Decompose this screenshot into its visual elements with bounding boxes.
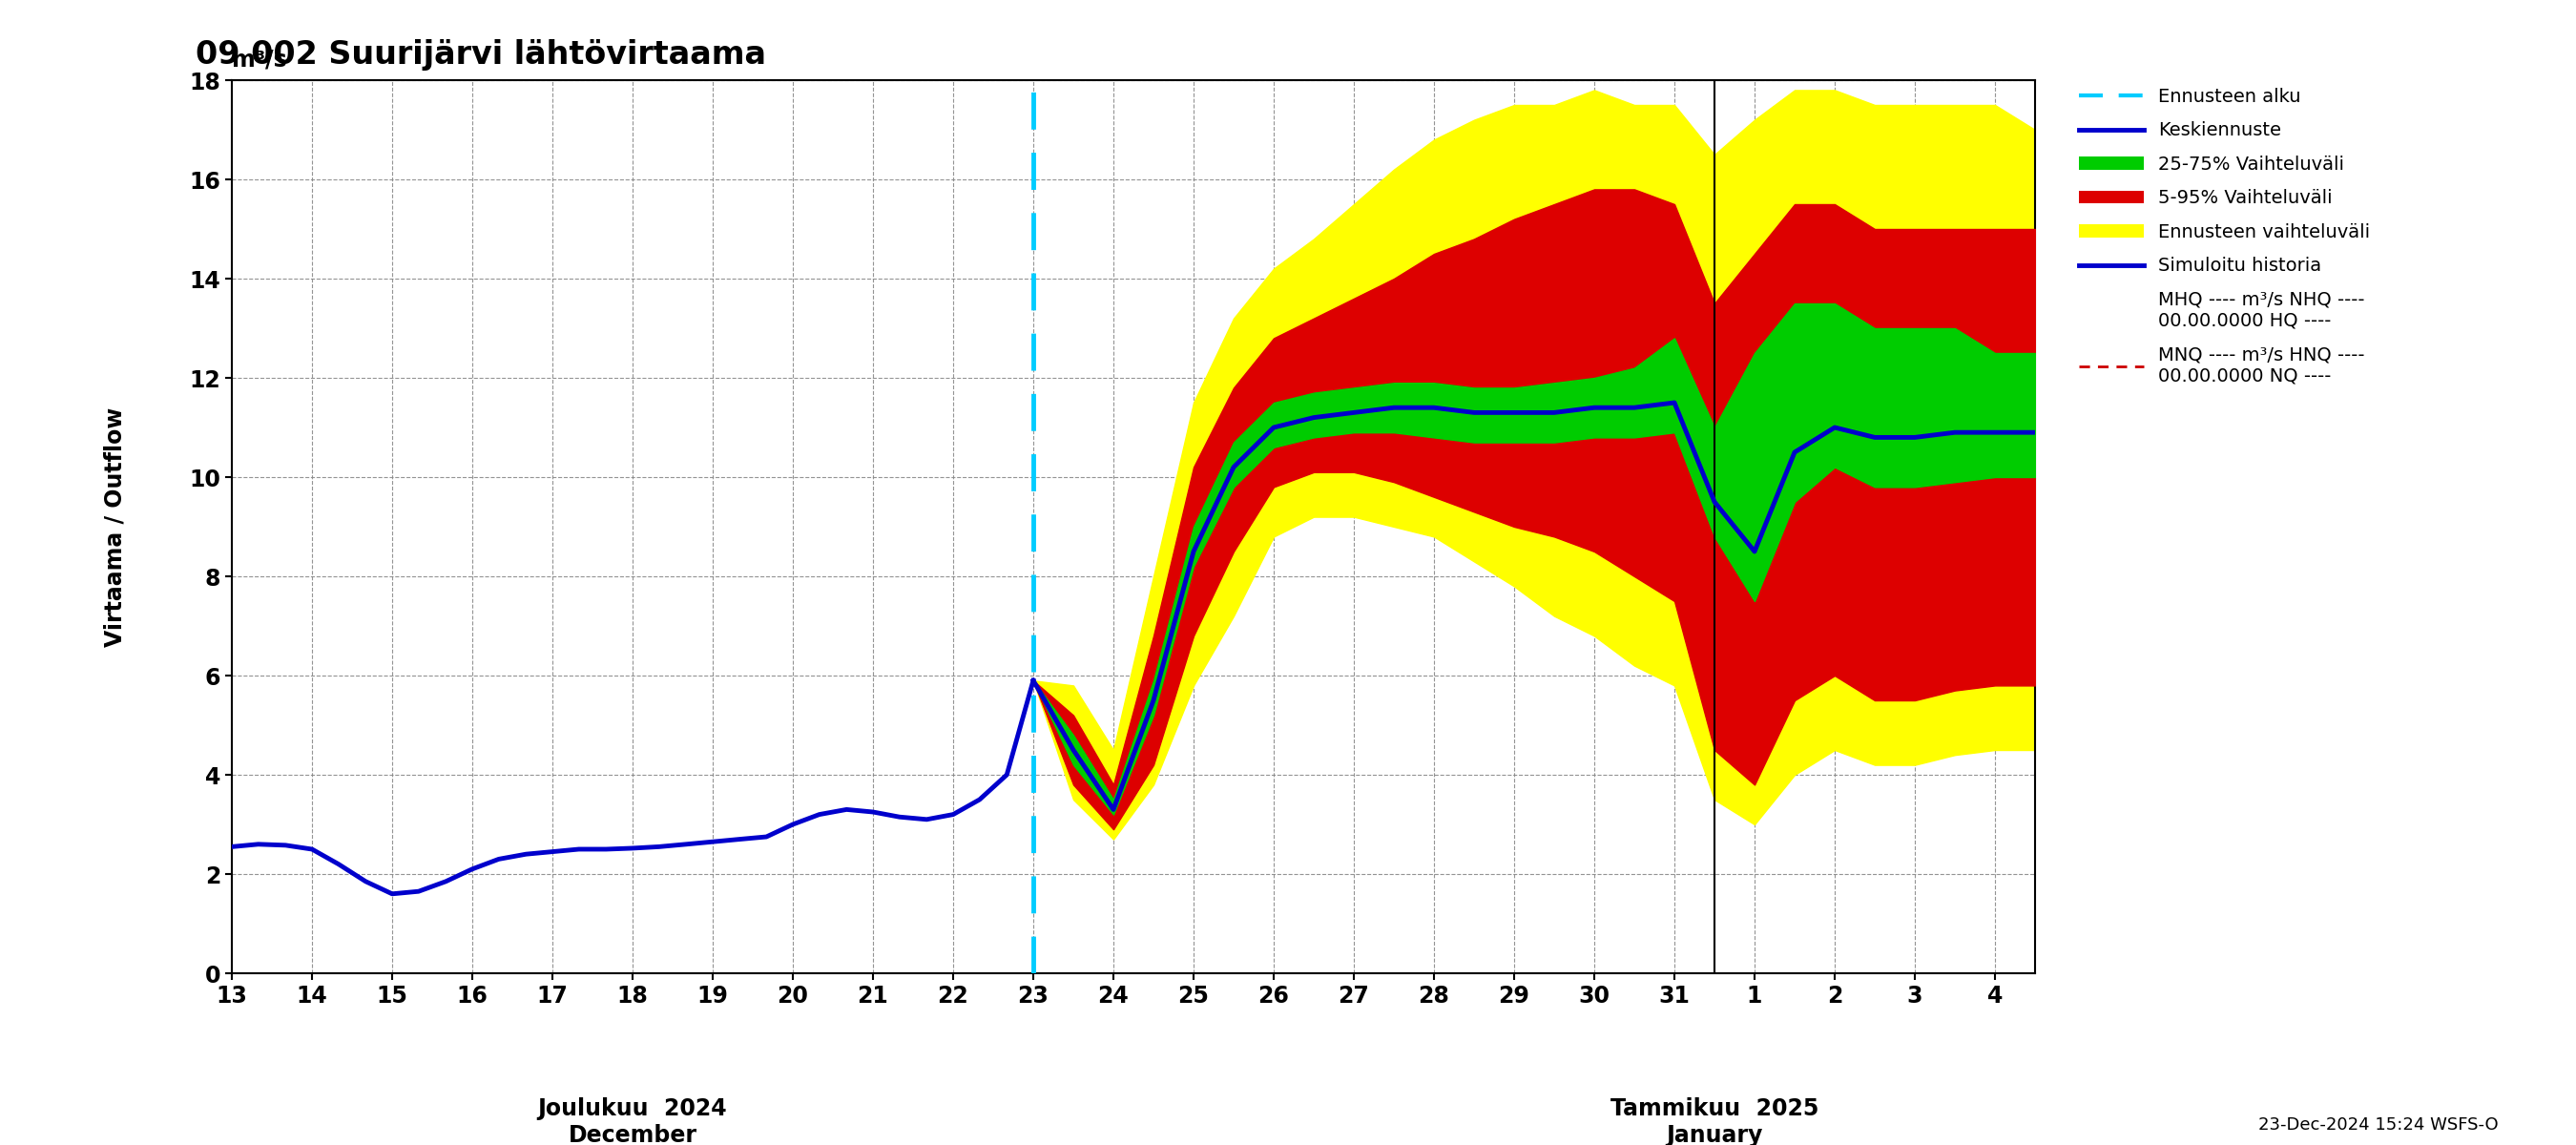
Text: m³/s: m³/s <box>232 48 286 71</box>
Text: Tammikuu  2025
January: Tammikuu 2025 January <box>1610 1097 1819 1145</box>
Text: Virtaama / Outflow: Virtaama / Outflow <box>103 406 126 647</box>
Text: 23-Dec-2024 15:24 WSFS-O: 23-Dec-2024 15:24 WSFS-O <box>2259 1116 2499 1134</box>
Text: 09 002 Suurijärvi lähtövirtaama: 09 002 Suurijärvi lähtövirtaama <box>196 39 765 71</box>
Legend: Ennusteen alku, Keskiennuste, 25-75% Vaihteluväli, 5-95% Vaihteluväli, Ennusteen: Ennusteen alku, Keskiennuste, 25-75% Vai… <box>2071 80 2378 393</box>
Text: Joulukuu  2024
December: Joulukuu 2024 December <box>538 1097 726 1145</box>
